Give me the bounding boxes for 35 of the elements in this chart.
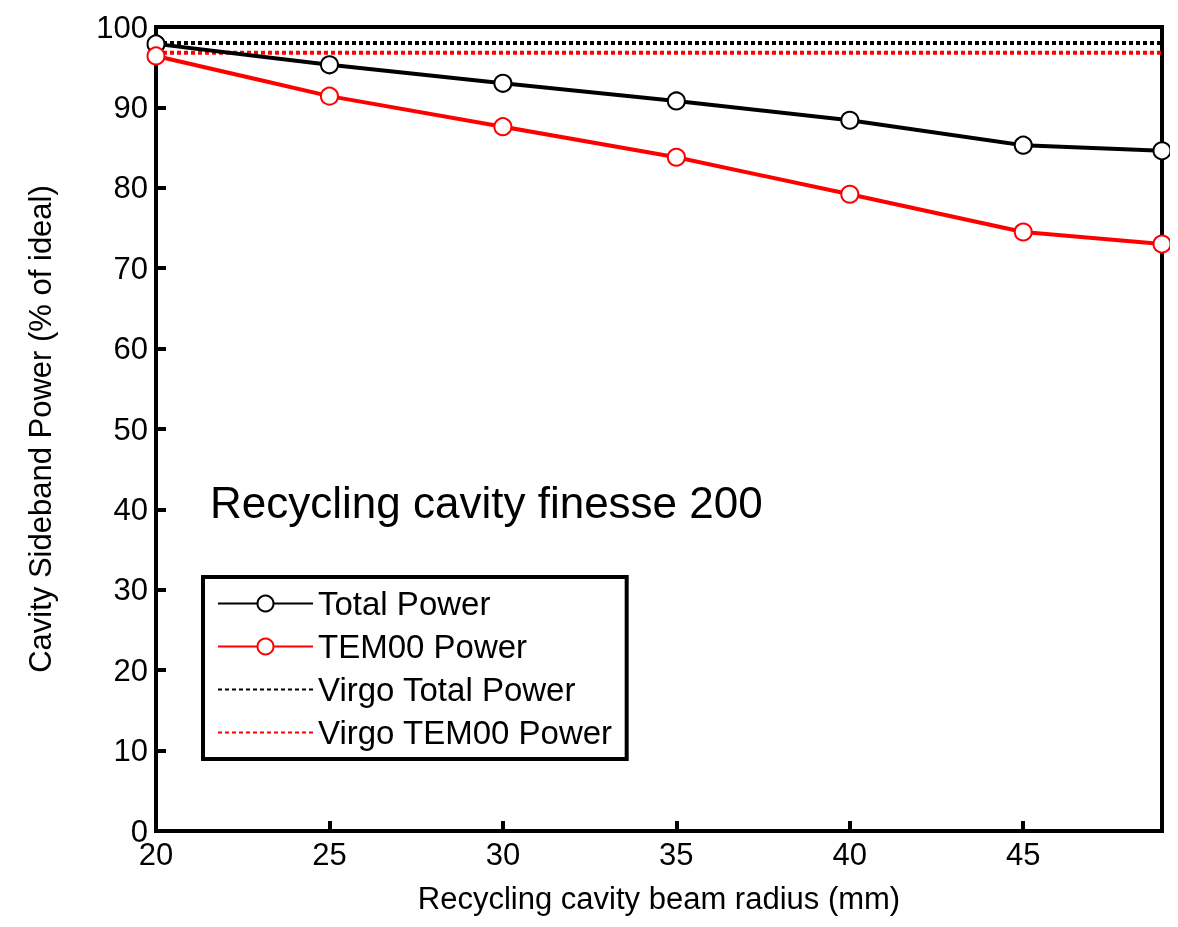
point [146, 46, 166, 66]
point [1152, 141, 1170, 161]
y-tick-label: 70 [113, 250, 148, 286]
point [493, 73, 513, 93]
x-tick-label: 45 [1006, 837, 1041, 872]
x-axis-title: Recycling cavity beam radius (mm) [417, 881, 901, 916]
x-tick-label: 25 [312, 837, 347, 872]
legend-label: TEM00 Power [318, 628, 528, 665]
point [493, 117, 513, 137]
point [319, 86, 339, 106]
x-tick-label: 30 [485, 837, 521, 872]
point [1013, 222, 1033, 242]
annotation: Recycling cavity finesse 200 [210, 477, 763, 527]
y-tick-label: 20 [113, 652, 148, 688]
legend-label: Virgo Total Power [318, 671, 576, 708]
point [840, 110, 860, 130]
y-tick-label: 60 [113, 331, 148, 367]
y-axis-title: Cavity Sideband Power (% of ideal) [23, 185, 58, 673]
y-tick-label: 10 [113, 733, 148, 769]
x-tick-label: 35 [659, 837, 694, 872]
y-tick-label: 80 [113, 170, 148, 206]
y-tick-label: 30 [113, 572, 148, 608]
legend-label: Virgo TEM00 Power [318, 714, 613, 751]
y-tick-label: 40 [113, 491, 148, 527]
point [1013, 135, 1033, 155]
legend-label: Total Power [318, 585, 491, 622]
point [319, 55, 339, 75]
point [1152, 234, 1170, 254]
point [840, 184, 860, 204]
y-tick-label: 90 [113, 89, 148, 125]
y-tick-label: 50 [113, 411, 148, 447]
point [666, 91, 686, 111]
y-tick-label: 100 [96, 9, 148, 45]
point [666, 147, 686, 167]
x-tick-label: 40 [832, 837, 868, 872]
